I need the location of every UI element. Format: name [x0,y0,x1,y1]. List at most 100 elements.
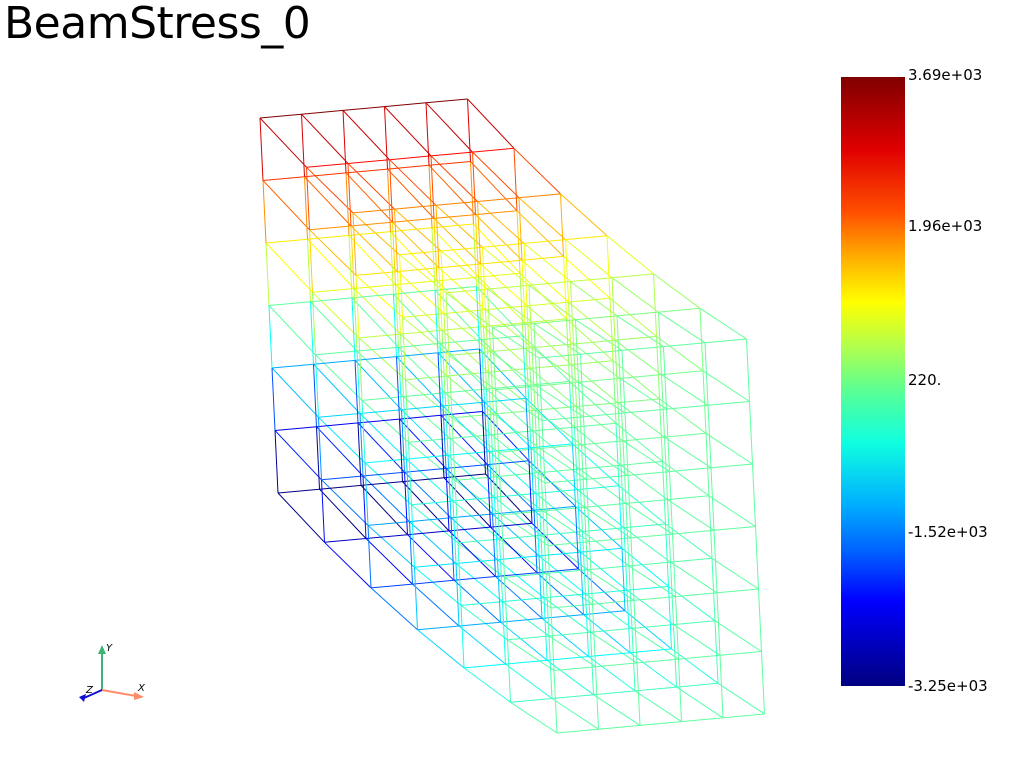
mesh-edge-vertical [631,628,636,691]
mesh-edge-vertical [519,273,524,336]
mesh-edge-depth [444,388,487,394]
mesh-edge-vertical [625,503,630,566]
mesh-edge-depth [487,460,530,466]
mesh-edge-depth [396,352,439,358]
scalar-colorbar [841,77,905,686]
mesh-edge-vertical [318,417,322,480]
mesh-edge-vertical [547,545,552,609]
mesh-edge-length [569,381,617,424]
mesh-edge-length [452,500,500,540]
mesh-edge-vertical [606,235,611,299]
mesh-edge-length [614,339,662,376]
mesh-edge-vertical [355,275,360,338]
mesh-edge-depth [625,499,668,504]
mesh-edge-length [676,686,724,719]
mesh-edge-vertical [704,342,709,406]
mesh-edge-vertical [304,176,308,240]
mesh-edge-length [357,422,405,473]
mesh-edge-depth [672,529,715,535]
mesh-edge-vertical [492,513,496,577]
mesh-edge-length [463,667,511,703]
mesh-edge-depth [348,231,391,236]
mesh-edge-depth [393,289,436,295]
mesh-edge-vertical [268,305,273,369]
mesh-edge-depth [489,447,532,452]
mesh-edge-vertical [626,590,631,653]
mesh-edge-depth [359,409,402,414]
mesh-edge-depth [411,500,454,506]
mesh-edge-vertical [587,569,591,633]
mesh-edge-vertical [399,419,403,482]
mesh-edge-length [542,510,590,543]
mesh-edge-depth [498,448,541,453]
mesh-edge-length [448,354,496,391]
mesh-edge-length [588,656,636,692]
mesh-edge-vertical [398,347,402,410]
mesh-edge-vertical [361,400,366,463]
mesh-edge-vertical [617,402,622,466]
mesh-edge-length [626,589,674,626]
mesh-edge-depth [445,464,488,469]
mesh-edge-depth [312,288,355,293]
mesh-edge-length [319,488,367,539]
mesh-edge-depth [319,484,362,490]
mesh-edge-length [478,276,526,324]
mesh-edge-vertical [486,388,490,452]
mesh-edge-vertical [389,159,393,223]
mesh-edge-vertical [538,357,543,421]
mesh-edge-length [670,561,718,594]
mesh-edge-length [404,471,452,519]
mesh-edge-length [528,284,576,321]
mesh-edge-length [442,405,490,452]
mesh-edge-vertical [544,482,549,546]
mesh-edge-depth [507,635,550,641]
mesh-edge-depth [480,259,523,265]
mesh-edge-depth [262,176,305,181]
mesh-edge-vertical [553,670,558,734]
mesh-edge-depth [568,297,611,303]
mesh-edge-depth [533,319,576,324]
mesh-edge-length [486,388,534,432]
mesh-edge-vertical [761,651,765,715]
mesh-edge-depth [524,318,567,324]
mesh-edge-vertical [664,437,668,500]
mesh-edge-vertical [668,586,672,649]
mesh-edge-depth [472,147,515,153]
mesh-edge-length [490,526,538,574]
mesh-edge-vertical [399,254,403,318]
mesh-edge-vertical [482,411,486,475]
mesh-edge-length [390,231,438,282]
mesh-edge-length [539,448,587,480]
mesh-edge-vertical [611,277,616,341]
mesh-edge-depth [431,223,474,229]
mesh-edge-vertical [362,475,367,539]
mesh-edge-vertical [473,223,477,287]
mesh-edge-vertical [666,409,670,472]
mesh-edge-length [353,288,401,335]
mesh-edge-length [543,597,591,633]
mesh-edge-length [402,316,450,356]
mesh-edge-depth [361,396,404,401]
mesh-edge-vertical [583,416,587,480]
mesh-edge-depth [460,601,503,606]
mesh-edge-vertical [702,370,707,434]
mesh-edge-length [436,280,484,327]
mesh-edge-length [671,648,719,684]
mesh-edge-length [356,350,404,397]
mesh-edge-length [321,479,369,526]
mesh-edge-length [668,585,716,622]
mesh-edge-vertical [521,260,526,323]
mesh-edge-depth [277,488,320,494]
mesh-edge-length [525,397,573,445]
mesh-edge-vertical [445,468,450,531]
mesh-edge-length [315,354,363,401]
mesh-edge-length [485,309,533,349]
mesh-edge-depth [541,614,584,619]
mesh-edge-vertical [523,243,528,306]
mesh-edge-length [477,201,525,244]
mesh-edge-vertical [675,596,679,660]
mesh-edge-length [446,375,494,415]
mesh-edge-vertical [265,242,270,306]
mesh-edge-length [417,629,465,669]
